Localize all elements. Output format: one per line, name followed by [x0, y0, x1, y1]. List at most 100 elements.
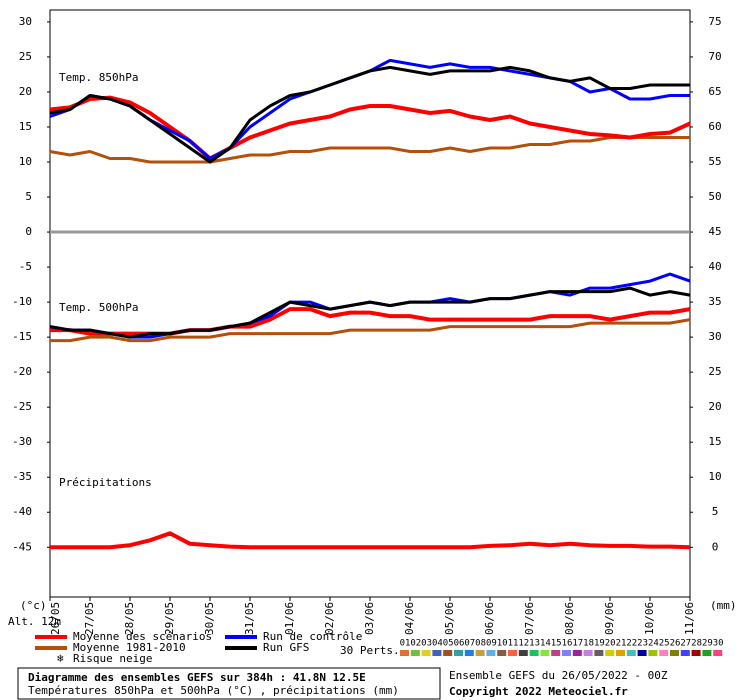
y2-tick-label: 10	[708, 470, 721, 483]
pert-swatch	[702, 650, 712, 656]
y-tick-label: -45	[12, 540, 32, 553]
x-tick-label: 03/06	[363, 602, 376, 635]
y2-tick-label: 45	[708, 225, 721, 238]
y2-tick-label: 70	[708, 50, 721, 63]
y-tick-label: -5	[19, 260, 32, 273]
pert-swatch	[659, 650, 669, 656]
pert-swatch	[626, 650, 636, 656]
y-tick-label: 25	[19, 50, 32, 63]
x-tick-label: 30/05	[203, 602, 216, 635]
pert-label: 25	[659, 639, 670, 649]
pert-swatch	[691, 650, 701, 656]
pert-swatch	[432, 650, 442, 656]
annotation-850: Temp. 850hPa	[59, 71, 138, 84]
pert-label: 11	[508, 639, 519, 649]
x-tick-label: 07/06	[523, 602, 536, 635]
y-tick-label: 30	[19, 15, 32, 28]
line-850	[49, 65, 690, 164]
pert-label: 24	[648, 639, 659, 649]
pert-swatch	[540, 650, 550, 656]
pert-swatch	[421, 650, 431, 656]
x-tick-label: 31/05	[243, 602, 256, 635]
pert-label: 20	[605, 639, 616, 649]
y2-tick-label: 20	[708, 400, 721, 413]
pert-label: 23	[637, 639, 648, 649]
y2-tick-label: 50	[708, 190, 721, 203]
y-tick-label: 5	[25, 190, 32, 203]
x-tick-label: 29/05	[163, 602, 176, 635]
pert-swatch	[443, 650, 453, 656]
y-tick-label: 0	[25, 225, 32, 238]
pert-label: 26	[670, 639, 681, 649]
pert-label: 28	[691, 639, 702, 649]
pert-label: 17	[572, 639, 583, 649]
info-box	[17, 667, 441, 700]
pert-swatch	[475, 650, 485, 656]
pert-label: 13	[529, 639, 540, 649]
y-tick-label: 10	[19, 155, 32, 168]
pert-swatch	[648, 650, 658, 656]
pert-swatch	[572, 650, 582, 656]
x-tick-label: 10/06	[643, 602, 656, 635]
line-850	[49, 136, 690, 164]
altitude: Alt. 12m	[8, 615, 61, 628]
y2-tick-label: 55	[708, 155, 721, 168]
y-tick-label: -30	[12, 435, 32, 448]
snow-icon: ❄	[57, 652, 64, 665]
pert-label: 10	[497, 639, 508, 649]
y2-tick-label: 0	[712, 540, 719, 553]
pert-swatch	[616, 650, 625, 656]
y2-tick-label: 5	[712, 505, 719, 518]
pert-label: 18	[583, 639, 594, 649]
x-tick-label: 09/06	[603, 602, 616, 635]
y2-tick-label: 15	[708, 435, 721, 448]
pert-label: 05	[443, 639, 454, 649]
pert-swatch	[605, 650, 615, 656]
perts-label: 30 Perts.	[340, 644, 400, 657]
pert-label: 29	[702, 639, 713, 649]
x-tick-label: 28/05	[123, 602, 136, 635]
pert-label: 09	[486, 639, 497, 649]
pert-label: 21	[616, 639, 627, 649]
y-tick-label: -25	[12, 400, 32, 413]
pert-swatch	[583, 650, 593, 656]
y2-tick-label: 40	[708, 260, 721, 273]
pert-label: 30	[713, 639, 724, 649]
run-info: Ensemble GEFS du 26/05/2022 - 00Z	[449, 669, 668, 682]
pert-swatch	[454, 650, 463, 656]
legend-label: Run de contrôle	[263, 630, 362, 643]
y-tick-label: -20	[12, 365, 32, 378]
pert-label: 14	[540, 639, 551, 649]
pert-swatch	[529, 650, 539, 656]
line-500	[49, 286, 691, 339]
annotation-500: Temp. 500hPa	[59, 301, 138, 314]
x-tick-label: 11/06	[683, 602, 696, 635]
y-tick-label: -15	[12, 330, 32, 343]
pert-label: 08	[475, 639, 486, 649]
line-precip	[50, 531, 691, 550]
x-tick-label: 08/06	[563, 602, 576, 635]
snow-legend: Risque neige	[73, 652, 152, 665]
y2-tick-label: 25	[708, 365, 721, 378]
pert-swatch	[670, 650, 679, 656]
copyright: Copyright 2022 Meteociel.fr	[449, 685, 628, 698]
y-tick-label: -10	[12, 295, 32, 308]
pert-swatch	[713, 650, 723, 656]
y2-tick-label: 75	[708, 15, 721, 28]
pert-label: 16	[562, 639, 573, 649]
pert-swatch	[508, 650, 517, 656]
pert-label: 19	[594, 639, 605, 649]
pert-swatch	[637, 650, 647, 656]
annotation-precip: Précipitations	[59, 476, 152, 489]
pert-label: 22	[626, 639, 637, 649]
pert-swatch	[518, 650, 528, 656]
x-tick-label: 27/05	[83, 602, 96, 635]
pert-label: 04	[432, 639, 443, 649]
pert-swatch	[551, 650, 561, 656]
x-tick-label: 06/06	[483, 602, 496, 635]
legend-label: Moyenne 1981-2010	[73, 641, 186, 654]
x-tick-label: 26/05	[49, 602, 62, 635]
line-500	[50, 318, 691, 343]
legend-label: Moyenne des scénarios	[73, 630, 212, 643]
